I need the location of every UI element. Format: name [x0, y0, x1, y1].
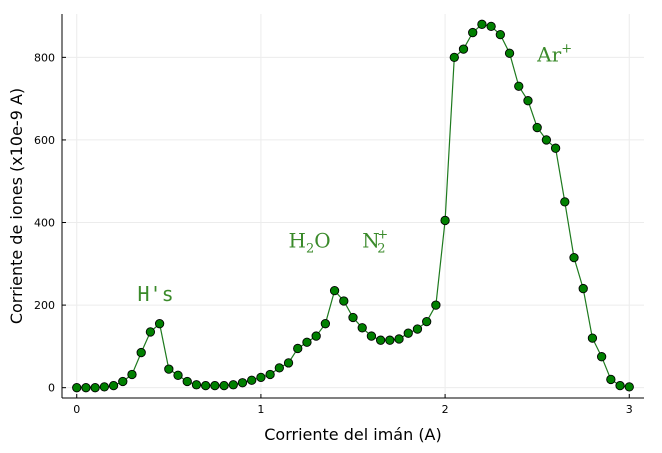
data-point: [615, 380, 625, 391]
data-point: [431, 300, 441, 310]
data-point: [385, 335, 395, 345]
series-layer: [72, 19, 634, 393]
data-point: [201, 380, 211, 391]
data-point: [265, 369, 275, 380]
y-tick-label: 600: [34, 134, 55, 147]
annotation-label: Ar+: [536, 41, 572, 66]
data-point: [81, 383, 91, 393]
annotation-text: H's: [138, 282, 174, 306]
annotation-text: Ar: [536, 42, 561, 66]
data-point: [587, 333, 598, 343]
data-point: [237, 378, 248, 388]
data-point: [136, 347, 146, 358]
annotation-text: H: [289, 228, 306, 252]
data-point: [182, 376, 192, 387]
annotation-label: H's: [138, 282, 174, 306]
data-point: [449, 52, 459, 63]
y-tick-label: 0: [48, 382, 55, 395]
data-point: [164, 364, 174, 374]
data-point: [311, 331, 321, 341]
data-point: [486, 21, 496, 32]
y-tick-label: 800: [34, 51, 55, 64]
data-point: [173, 370, 183, 380]
data-point: [320, 319, 331, 329]
x-tick-label: 2: [442, 403, 449, 416]
data-point: [302, 337, 312, 347]
data-point: [256, 372, 266, 383]
data-point: [210, 380, 220, 391]
data-point: [247, 375, 257, 385]
data-point: [219, 380, 229, 391]
tick-labels: 0 1 2 3 0 200 400 600 800: [34, 51, 633, 416]
annotation-label: H2O: [289, 228, 331, 256]
annotation-label: N+ 2: [362, 227, 388, 256]
annotation-subscript: 2: [306, 241, 314, 256]
data-point: [145, 327, 156, 337]
data-point: [72, 383, 82, 393]
annotation-text-rest: O: [314, 228, 330, 252]
data-point: [440, 215, 450, 226]
data-point: [348, 312, 358, 323]
data-point: [394, 334, 404, 344]
data-point: [514, 81, 524, 91]
x-tick-label: 3: [626, 403, 633, 416]
data-point: [560, 197, 570, 207]
data-point: [357, 323, 367, 333]
data-point: [127, 369, 137, 380]
data-point: [329, 285, 340, 296]
data-point: [532, 122, 542, 133]
grid: [62, 14, 644, 398]
data-point: [606, 374, 616, 385]
data-point: [550, 143, 561, 153]
data-point: [228, 380, 238, 390]
data-point: [339, 296, 349, 306]
data-point: [624, 382, 634, 392]
data-point: [366, 331, 377, 341]
data-point: [458, 44, 469, 54]
data-point: [274, 363, 284, 373]
x-tick-label: 1: [257, 403, 264, 416]
data-point: [99, 382, 110, 392]
data-point: [596, 352, 607, 362]
data-point: [293, 343, 303, 354]
data-point: [541, 135, 552, 145]
y-tick-label: 200: [34, 299, 55, 312]
data-point: [412, 324, 423, 334]
data-point: [569, 252, 579, 263]
data-point: [578, 283, 588, 294]
annotation-subscript: 2: [377, 241, 385, 256]
data-point: [495, 29, 505, 40]
data-point: [403, 328, 413, 338]
data-point: [154, 319, 165, 329]
data-point: [191, 380, 202, 390]
data-point: [422, 316, 432, 327]
data-point: [108, 380, 119, 391]
data-point: [477, 19, 487, 29]
data-point: [283, 358, 294, 368]
x-tick-label: 0: [73, 403, 80, 416]
data-point: [504, 48, 515, 58]
y-axis-label: Corriente de iones (x10e-9 A): [7, 88, 26, 324]
annotation-superscript: +: [377, 227, 388, 242]
data-point: [523, 96, 533, 106]
data-point: [118, 376, 128, 387]
axes: [61, 14, 644, 399]
annotation-text: N: [362, 228, 380, 252]
y-tick-label: 400: [34, 217, 55, 230]
data-point: [90, 383, 100, 393]
x-axis-label: Corriente del imán (A): [264, 425, 442, 444]
data-point: [468, 27, 478, 38]
data-point: [375, 335, 386, 345]
annotation-superscript: +: [561, 41, 572, 56]
